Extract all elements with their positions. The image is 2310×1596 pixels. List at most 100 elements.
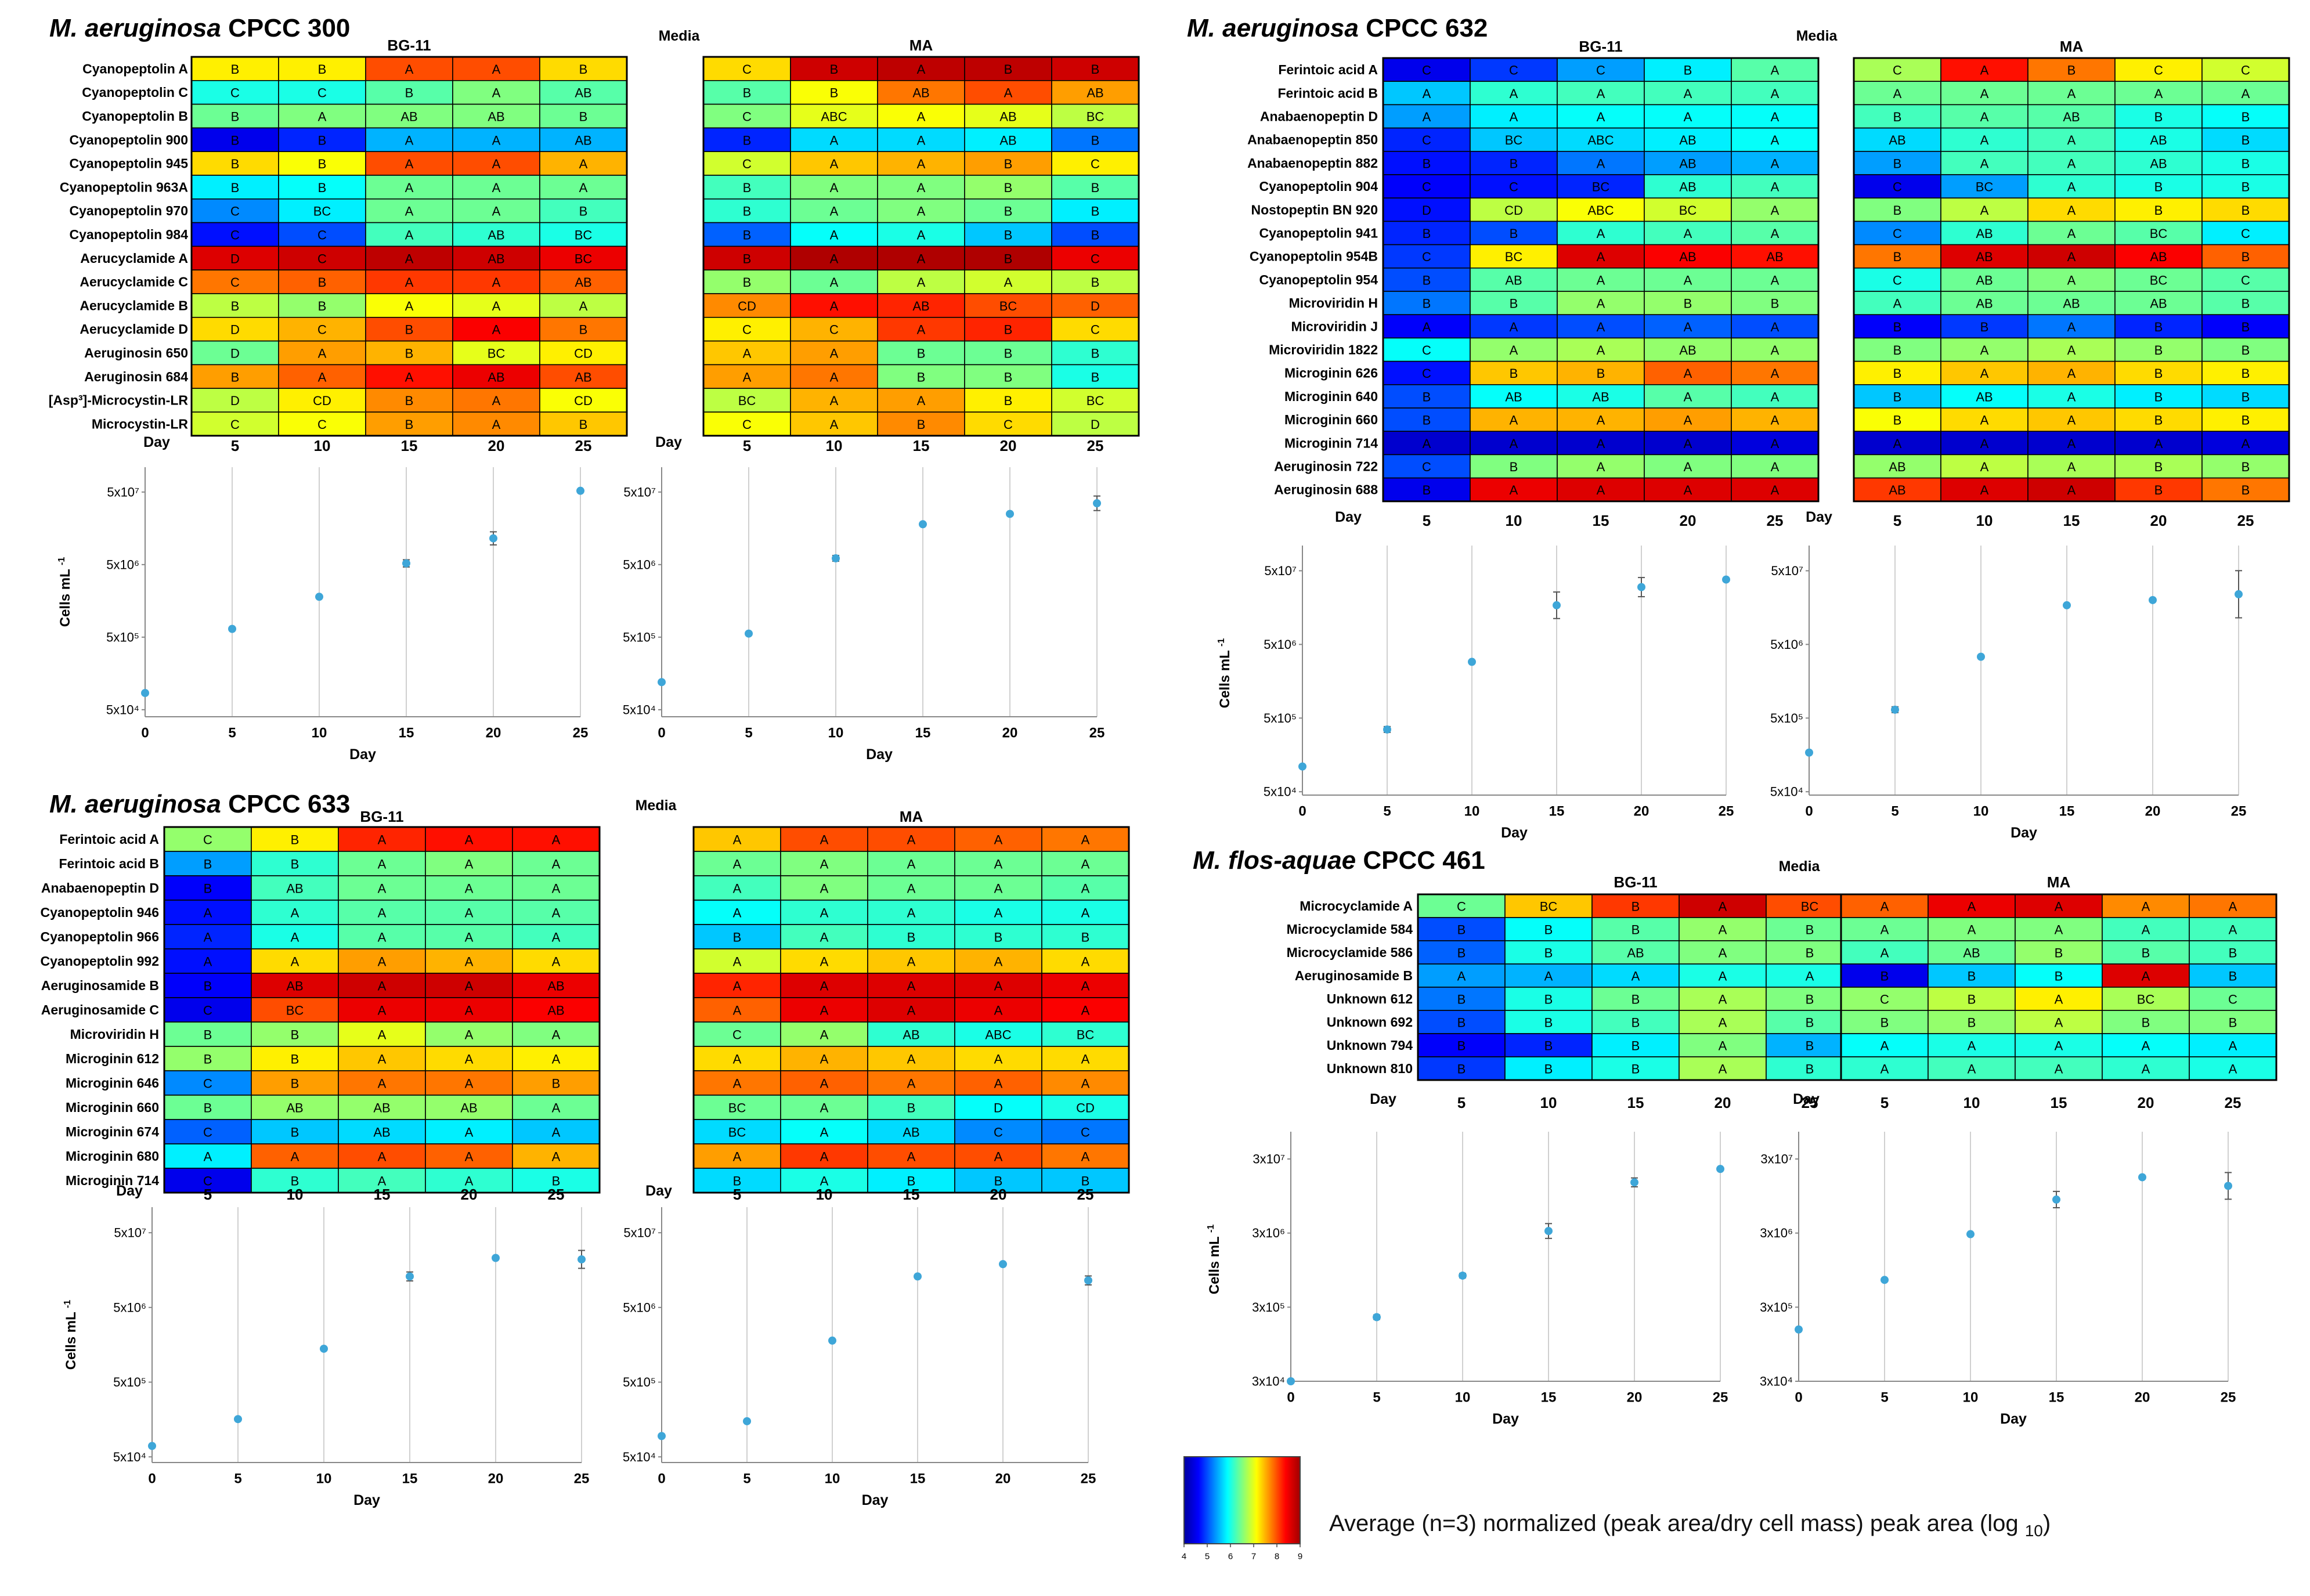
- heatmap-cell: [512, 924, 600, 949]
- cell-letter: A: [1771, 226, 1780, 241]
- cell-letter: B: [1457, 1039, 1466, 1053]
- cell-letter: A: [1510, 320, 1518, 334]
- heatmap-cell: [512, 1046, 600, 1071]
- cell-letter: B: [231, 157, 240, 171]
- cell-letter: AB: [286, 1101, 303, 1115]
- cell-letter: C: [1004, 417, 1013, 432]
- heatmap-cell: [278, 388, 366, 413]
- heatmap-cell: [1051, 222, 1139, 247]
- cell-letter: A: [1597, 297, 1605, 311]
- cell-letter: C: [1880, 992, 1889, 1007]
- cell-letter: A: [318, 370, 327, 384]
- heatmap-cell: [1731, 454, 1819, 479]
- heatmap-cell: [278, 245, 366, 270]
- cell-letter: A: [743, 346, 752, 361]
- cell-letter: C: [2228, 992, 2237, 1007]
- cell-letter: B: [2229, 969, 2237, 984]
- cell-letter: AB: [373, 1101, 390, 1115]
- cell-letter: CD: [738, 299, 756, 313]
- row-label: Cyanopeptolin 946: [41, 905, 159, 920]
- data-point: [228, 624, 236, 633]
- row-label: Cyanopeptolin 970: [70, 203, 188, 218]
- cell-letter: A: [405, 133, 414, 147]
- y-tick-label: 5x10⁶: [1770, 637, 1803, 652]
- heatmap-cell: [1731, 197, 1819, 222]
- cell-letter: C: [203, 1003, 212, 1018]
- heatmap-cell: [425, 1070, 513, 1096]
- cell-letter: B: [1004, 180, 1013, 195]
- cell-letter: A: [1081, 906, 1090, 920]
- heatmap-cell: [2027, 127, 2116, 152]
- cell-letter: A: [1597, 320, 1605, 334]
- cell-letter: A: [2142, 1062, 2150, 1077]
- heatmap-cell: [2027, 337, 2116, 362]
- y-tick-label: 5x10⁵: [623, 630, 656, 644]
- heatmap-cell: [954, 1095, 1042, 1120]
- x-tick-label: 10: [828, 725, 844, 741]
- cell-letter: AB: [999, 110, 1016, 124]
- data-point: [1722, 575, 1730, 584]
- cell-letter: B: [2242, 413, 2250, 428]
- heatmap-cell: [1051, 364, 1139, 389]
- cell-letter: B: [743, 251, 752, 266]
- cell-letter: A: [1968, 1039, 1976, 1053]
- cell-letter: A: [291, 906, 299, 920]
- cell-letter: B: [1632, 900, 1640, 914]
- cell-letter: B: [743, 275, 752, 290]
- heatmap-cell: [1470, 267, 1558, 292]
- cell-letter: B: [1004, 228, 1013, 243]
- heatmap-cell: [780, 997, 868, 1023]
- heatmap-cell: [1853, 360, 1941, 385]
- colorbar-tick-label: 4: [1182, 1552, 1186, 1562]
- cell-letter: A: [552, 1052, 561, 1067]
- day-label: Day: [1806, 509, 1832, 525]
- cell-letter: A: [378, 979, 387, 994]
- heatmap-cell: [964, 222, 1052, 247]
- cell-letter: B: [1806, 1016, 1814, 1030]
- cell-letter: A: [1081, 1003, 1090, 1018]
- heatmap-ma: MAA A A A AA A A A AA AB B B BB B B A BC B A BC CB B A B BA A A A AA…: [1793, 873, 2277, 1111]
- cell-letter: B: [2142, 1016, 2150, 1030]
- data-point: [141, 689, 149, 698]
- row-label: Unknown 810: [1327, 1061, 1413, 1076]
- heatmap-cell: [1470, 150, 1558, 175]
- column-tick: 15: [374, 1186, 391, 1203]
- y-tick-label: 5x10⁶: [623, 557, 656, 572]
- cell-letter: AB: [1976, 273, 1993, 287]
- column-tick: 5: [743, 437, 751, 454]
- heatmap-cell: [964, 245, 1052, 270]
- heatmap-cell: [1591, 1033, 1680, 1057]
- cell-letter: ABC: [1587, 203, 1614, 218]
- x-tick-label: 15: [399, 725, 414, 741]
- heatmap-cell: [954, 851, 1042, 876]
- cell-letter: B: [318, 299, 327, 313]
- heatmap-cell: [452, 316, 540, 342]
- heatmap-cell: [1853, 81, 1941, 106]
- y-tick-label: 5x10⁷: [1771, 564, 1803, 578]
- x-axis-label: Day: [862, 1492, 889, 1508]
- heatmap-cell: [790, 316, 878, 342]
- heatmap-cell: [1853, 477, 1941, 502]
- cell-letter: C: [230, 417, 240, 432]
- row-label: Cyanopeptolin 941: [1259, 226, 1378, 241]
- heatmap-cell: [867, 1143, 955, 1169]
- heatmap-cell: [1591, 894, 1680, 918]
- data-point: [745, 629, 753, 638]
- cell-letter: B: [1423, 389, 1431, 404]
- cell-letter: A: [492, 180, 501, 195]
- cell-letter: B: [1457, 992, 1466, 1007]
- data-point: [315, 593, 323, 601]
- cell-letter: A: [830, 393, 839, 408]
- cell-letter: C: [203, 1077, 212, 1091]
- cell-letter: C: [994, 1125, 1003, 1140]
- panel-title-species: M. aeruginosa: [49, 14, 228, 42]
- heatmap-cell: [1051, 127, 1139, 152]
- heatmap-border: [163, 826, 601, 1194]
- cell-letter: A: [830, 157, 839, 171]
- heatmap-cell: [1470, 221, 1558, 245]
- heatmap-cell: [1051, 198, 1139, 223]
- heatmap-cell: [1679, 917, 1767, 941]
- cell-letter: A: [1980, 156, 1989, 171]
- cell-letter: A: [1081, 882, 1090, 896]
- cell-letter: B: [2242, 156, 2250, 171]
